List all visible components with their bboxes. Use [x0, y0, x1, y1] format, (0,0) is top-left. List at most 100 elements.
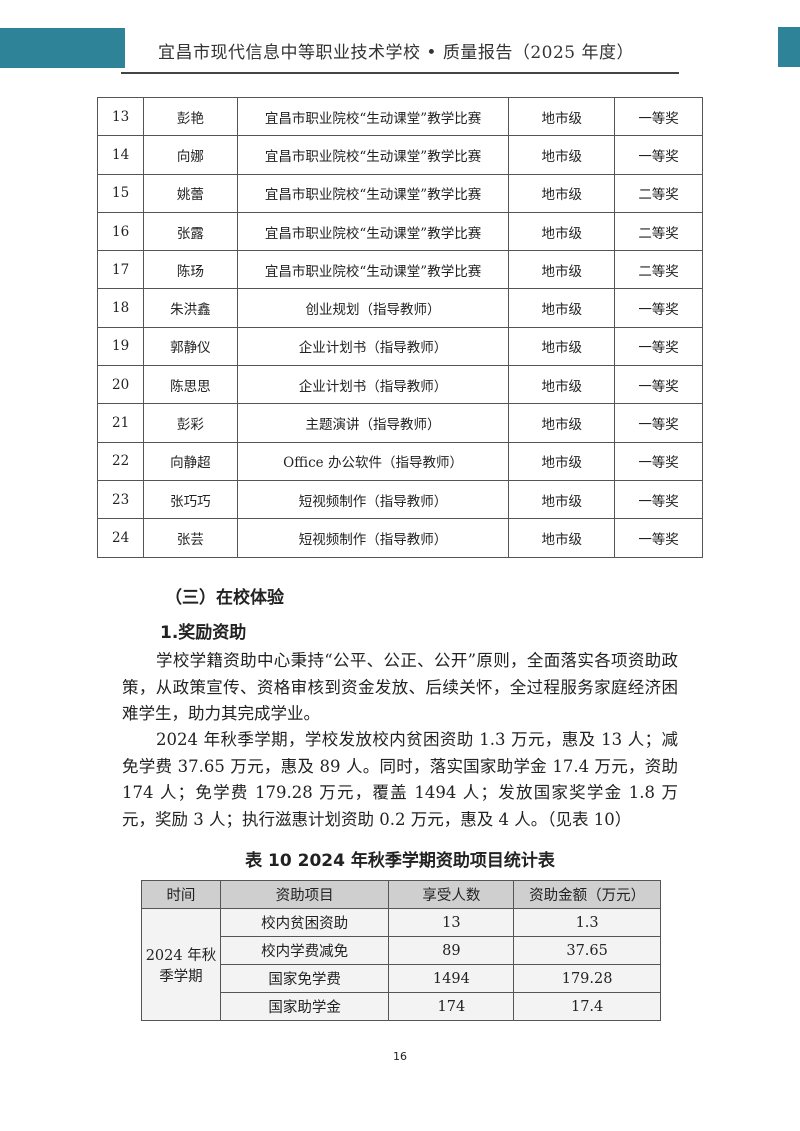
aid-table: 时间 资助项目 享受人数 资助金额（万元） 2024 年秋季学期 校内贫困资助 13… — [141, 880, 661, 1021]
table-cell: 16 — [97, 211, 144, 252]
table-cell: 地市级 — [508, 441, 616, 481]
table-cell: 校内学费减免 — [219, 936, 390, 965]
table-row: 2024 年秋季学期 校内贫困资助 13 1.3 — [141, 908, 661, 1021]
table-cell: 地市级 — [508, 403, 616, 443]
table-cell: 20 — [97, 365, 144, 405]
table-row: 14 向娜 宜昌市职业院校“生动课堂”教学比赛 地市级 一等奖 — [97, 135, 703, 175]
period-cell: 2024 年秋季学期 — [141, 908, 221, 1021]
table-row: 24 张芸 短视频制作（指导教师） 地市级 一等奖 — [97, 518, 703, 558]
table-cell: 姚蕾 — [142, 173, 238, 213]
table-row: 国家助学金 174 17.4 — [142, 992, 661, 1021]
header-band-left — [0, 28, 125, 68]
table-cell: 地市级 — [508, 288, 616, 328]
table-cell: 一等奖 — [614, 96, 703, 137]
table-cell: 二等奖 — [614, 173, 703, 213]
section-heading: （三）在校体验 — [165, 588, 284, 608]
table-cell: 彭艳 — [142, 96, 238, 137]
table-cell: 张芸 — [142, 518, 238, 558]
table-cell: 23 — [97, 479, 144, 520]
table-cell: 一等奖 — [614, 518, 703, 558]
header-divider — [121, 72, 679, 74]
subsection-heading: 1.奖励资助 — [160, 623, 247, 643]
table-cell: 24 — [97, 518, 144, 558]
table-cell: 地市级 — [508, 96, 616, 137]
table-cell: 22 — [97, 441, 144, 481]
table-row: 22 向静超 Office 办公软件（指导教师） 地市级 一等奖 — [97, 441, 703, 481]
table-row: 18 朱洪鑫 创业规划（指导教师） 地市级 一等奖 — [97, 288, 703, 328]
awards-table: 13 彭艳 宜昌市职业院校“生动课堂”教学比赛 地市级 一等奖 14 向娜 宜昌市职业院校“生… — [97, 96, 703, 558]
table-cell: 地市级 — [508, 365, 616, 405]
table-cell: 地市级 — [508, 326, 616, 367]
table-cell: 地市级 — [508, 250, 616, 290]
table-cell: 一等奖 — [614, 403, 703, 443]
column-header: 享受人数 — [388, 880, 515, 909]
table-cell: 地市级 — [508, 135, 616, 175]
table-cell: 17 — [97, 250, 144, 290]
table-cell: 校内贫困资助 — [219, 908, 390, 937]
table-cell: 国家免学费 — [219, 964, 390, 993]
table-cell: 张露 — [142, 211, 238, 252]
table-cell: 朱洪鑫 — [142, 288, 238, 328]
table-cell: 彭彩 — [142, 403, 238, 443]
column-header: 资助金额（万元） — [513, 880, 661, 909]
table-cell: 一等奖 — [614, 479, 703, 520]
table-cell: 短视频制作（指导教师） — [236, 518, 510, 558]
table-cell: Office 办公软件（指导教师） — [236, 441, 510, 481]
table-cell: 二等奖 — [614, 211, 703, 252]
table-row: 23 张巧巧 短视频制作（指导教师） 地市级 一等奖 — [97, 479, 703, 520]
paragraph: 2024 年秋季学期，学校发放校内贫困资助 1.3 万元，惠及 13 人；减免学… — [122, 730, 678, 829]
table-cell: 企业计划书（指导教师） — [236, 365, 510, 405]
table-cell: 89 — [388, 936, 515, 965]
table-caption: 表 10 2024 年秋季学期资助项目统计表 — [245, 851, 555, 871]
table-cell: 一等奖 — [614, 135, 703, 175]
table-cell: 主题演讲（指导教师） — [236, 403, 510, 443]
table-cell: 37.65 — [513, 936, 661, 965]
table-cell: 宜昌市职业院校“生动课堂”教学比赛 — [236, 211, 510, 252]
table-cell: 1.3 — [513, 908, 661, 937]
table-cell: 地市级 — [508, 173, 616, 213]
table-cell: 一等奖 — [614, 288, 703, 328]
table-cell: 一等奖 — [614, 365, 703, 405]
paragraph: 学校学籍资助中心秉持“公平、公正、公开”原则，全面落实各项资助政策，从政策宣传、… — [122, 651, 678, 723]
table-cell: 一等奖 — [614, 326, 703, 367]
table-cell: 陈思思 — [142, 365, 238, 405]
table-cell: 向静超 — [142, 441, 238, 481]
table-row: 15 姚蕾 宜昌市职业院校“生动课堂”教学比赛 地市级 二等奖 — [97, 173, 703, 213]
table-cell: 二等奖 — [614, 250, 703, 290]
table-row: 21 彭彩 主题演讲（指导教师） 地市级 一等奖 — [97, 403, 703, 443]
table-cell: 17.4 — [513, 992, 661, 1021]
header-band-right — [778, 27, 800, 67]
table-cell: 郭静仪 — [142, 326, 238, 367]
table-cell: 地市级 — [508, 479, 616, 520]
table-cell: 国家助学金 — [219, 992, 390, 1021]
table-cell: 13 — [388, 908, 515, 937]
table-cell: 宜昌市职业院校“生动课堂”教学比赛 — [236, 173, 510, 213]
table-row: 17 陈玚 宜昌市职业院校“生动课堂”教学比赛 地市级 二等奖 — [97, 250, 703, 290]
table-cell: 179.28 — [513, 964, 661, 993]
header-title: 宜昌市现代信息中等职业技术学校 • 质量报告（2025 年度） — [158, 43, 635, 63]
table-cell: 21 — [97, 403, 144, 443]
table-row: 国家免学费 1494 179.28 — [142, 964, 661, 993]
table-cell: 14 — [97, 135, 144, 175]
table-row: 13 彭艳 宜昌市职业院校“生动课堂”教学比赛 地市级 一等奖 — [97, 96, 703, 137]
table-cell: 企业计划书（指导教师） — [236, 326, 510, 367]
table-row: 16 张露 宜昌市职业院校“生动课堂”教学比赛 地市级 二等奖 — [97, 211, 703, 252]
column-header: 资助项目 — [219, 880, 390, 909]
table-cell: 短视频制作（指导教师） — [236, 479, 510, 520]
table-cell: 18 — [97, 288, 144, 328]
table-row: 20 陈思思 企业计划书（指导教师） 地市级 一等奖 — [97, 365, 703, 405]
column-header: 时间 — [141, 880, 221, 909]
table-row: 19 郭静仪 企业计划书（指导教师） 地市级 一等奖 — [97, 326, 703, 367]
table-cell: 向娜 — [142, 135, 238, 175]
table-cell: 13 — [97, 96, 144, 137]
table-cell: 宜昌市职业院校“生动课堂”教学比赛 — [236, 135, 510, 175]
table-cell: 一等奖 — [614, 441, 703, 481]
table-cell: 张巧巧 — [142, 479, 238, 520]
table-cell: 地市级 — [508, 211, 616, 252]
page-number: 16 — [393, 1050, 407, 1063]
table-cell: 174 — [388, 992, 515, 1021]
table-row: 校内学费减免 89 37.65 — [142, 936, 661, 965]
table-cell: 创业规划（指导教师） — [236, 288, 510, 328]
table-cell: 地市级 — [508, 518, 616, 558]
table-cell: 19 — [97, 326, 144, 367]
